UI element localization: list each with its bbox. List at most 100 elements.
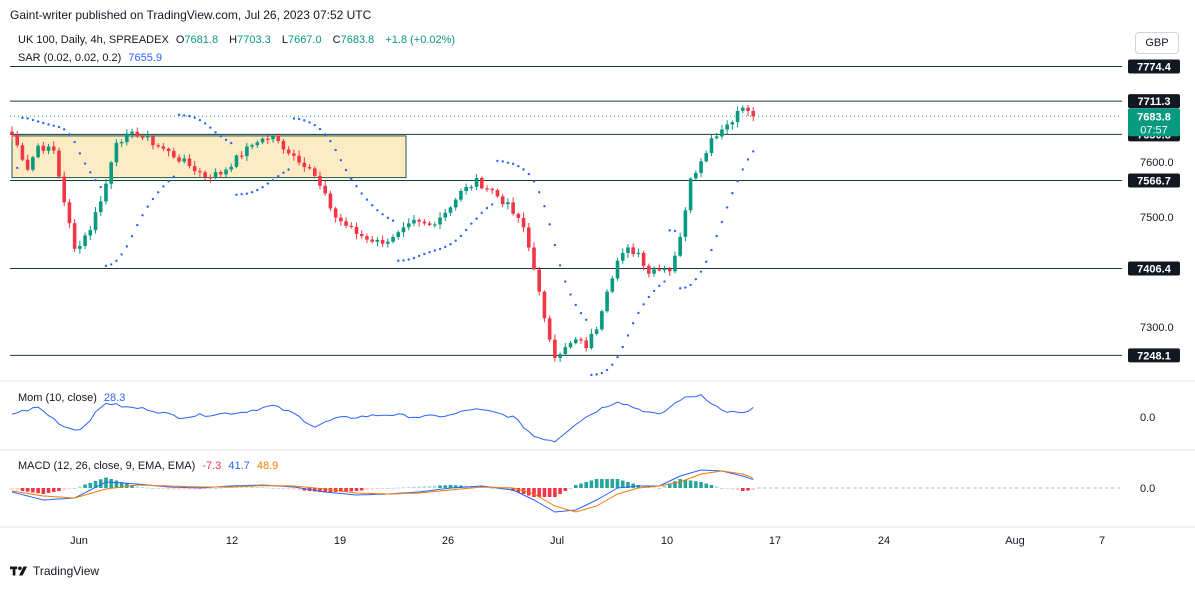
sar-dot bbox=[219, 135, 222, 138]
sar-dot bbox=[62, 128, 66, 131]
macd-histogram-bar bbox=[433, 485, 437, 488]
candle bbox=[213, 172, 218, 178]
low-value: 7667.0 bbox=[287, 34, 322, 46]
tradingview-logo-icon bbox=[10, 566, 28, 576]
macd-histogram-bar bbox=[104, 477, 108, 488]
macd-histogram-bar bbox=[349, 488, 354, 492]
macd-histogram-bar bbox=[563, 488, 568, 491]
candle bbox=[323, 185, 327, 194]
sar-dot bbox=[444, 245, 447, 249]
macd-histogram-bar bbox=[182, 488, 187, 490]
candle bbox=[673, 255, 677, 272]
candle bbox=[537, 269, 542, 292]
sar-dot bbox=[621, 345, 624, 349]
macd-histogram-bar bbox=[422, 486, 427, 488]
sar-dot bbox=[52, 124, 55, 127]
macd-histogram-bar bbox=[286, 488, 291, 490]
macd-histogram-bar bbox=[678, 479, 682, 488]
candle bbox=[438, 217, 442, 225]
macd-line-value: 41.7 bbox=[228, 460, 250, 472]
candle bbox=[328, 193, 333, 209]
price-axis-tick: 7300.0 bbox=[1140, 322, 1174, 334]
candle bbox=[245, 146, 249, 157]
macd-histogram-bar bbox=[553, 488, 557, 497]
macd-histogram-bar bbox=[490, 488, 495, 489]
macd-histogram-bar bbox=[125, 483, 129, 488]
macd-histogram-bar bbox=[62, 488, 66, 490]
candle bbox=[239, 155, 244, 157]
macd-histogram-bar bbox=[219, 487, 223, 489]
sar-dot bbox=[308, 121, 311, 124]
sar-dot bbox=[658, 284, 661, 288]
level-label-box bbox=[1128, 261, 1180, 276]
candle bbox=[234, 155, 239, 167]
candle bbox=[714, 136, 719, 139]
sar-dot bbox=[271, 178, 275, 182]
candle bbox=[156, 145, 160, 147]
macd-histogram-bar bbox=[292, 488, 296, 490]
sar-dot bbox=[240, 192, 243, 196]
macd-histogram-bar bbox=[438, 485, 442, 488]
candle bbox=[699, 161, 703, 173]
sar-dot bbox=[731, 191, 734, 195]
time-axis-tick: 26 bbox=[442, 535, 454, 547]
sar-dot bbox=[579, 312, 583, 315]
sar-dot bbox=[297, 117, 301, 121]
price-axis-tick: 7600.0 bbox=[1140, 157, 1174, 169]
sar-dot bbox=[282, 171, 285, 174]
candle bbox=[51, 146, 56, 151]
macd-histogram-bar bbox=[589, 480, 594, 488]
candle bbox=[265, 138, 270, 140]
macd-histogram-bar bbox=[579, 483, 583, 488]
macd-hist-value: -7.3 bbox=[202, 460, 222, 472]
sar-dot bbox=[360, 192, 363, 195]
sar-dot bbox=[491, 203, 494, 206]
sar-dot bbox=[146, 205, 149, 208]
sar-dot bbox=[209, 126, 212, 129]
candle bbox=[276, 135, 281, 141]
sar-dot bbox=[324, 133, 327, 136]
sar-dot bbox=[423, 252, 426, 256]
macd-histogram-bar bbox=[271, 487, 275, 489]
sar-dot bbox=[256, 188, 259, 192]
candle bbox=[25, 159, 30, 170]
sar-dot bbox=[94, 178, 97, 182]
time-axis-tick: 12 bbox=[226, 535, 238, 547]
candle bbox=[135, 131, 140, 137]
chart-canvas[interactable]: 7774.47711.37650.87566.77406.47248.17600… bbox=[0, 26, 1195, 564]
sar-dot bbox=[527, 172, 530, 176]
sar-dot bbox=[391, 219, 395, 222]
main-legend: UK 100, Daily, 4h, SPREADEX O7681.8 H770… bbox=[18, 34, 459, 46]
macd-histogram-bar bbox=[709, 485, 714, 488]
candle bbox=[647, 265, 651, 274]
sar-dot bbox=[501, 160, 504, 163]
candle bbox=[532, 247, 536, 270]
candle bbox=[631, 247, 635, 255]
sar-dot bbox=[235, 193, 238, 196]
candle bbox=[109, 162, 113, 184]
candle bbox=[506, 202, 510, 205]
macd-histogram-bar bbox=[725, 488, 729, 489]
candle bbox=[579, 339, 583, 341]
sar-dot bbox=[141, 214, 144, 217]
sar-dot bbox=[485, 206, 489, 210]
macd-histogram-bar bbox=[51, 488, 56, 492]
currency-button[interactable]: GBP bbox=[1135, 32, 1179, 54]
time-axis-tick: Jul bbox=[550, 535, 564, 547]
candle bbox=[359, 233, 364, 237]
candle bbox=[250, 145, 254, 147]
macd-histogram-bar bbox=[130, 485, 134, 488]
sar-dot bbox=[475, 217, 478, 220]
sar-dot bbox=[668, 229, 671, 232]
sar-dot bbox=[517, 164, 520, 168]
macd-histogram-bar bbox=[526, 488, 531, 496]
sar-legend: SAR (0.02, 0.02, 0.2) 7655.9 bbox=[18, 52, 166, 64]
candle bbox=[72, 223, 77, 249]
sar-dot bbox=[177, 113, 181, 116]
sar-dot bbox=[376, 209, 379, 212]
candle bbox=[412, 219, 416, 224]
macd-histogram-bar bbox=[276, 488, 281, 489]
sar-dot bbox=[689, 283, 692, 287]
sar-dot bbox=[136, 223, 139, 227]
macd-histogram-bar bbox=[31, 488, 35, 493]
